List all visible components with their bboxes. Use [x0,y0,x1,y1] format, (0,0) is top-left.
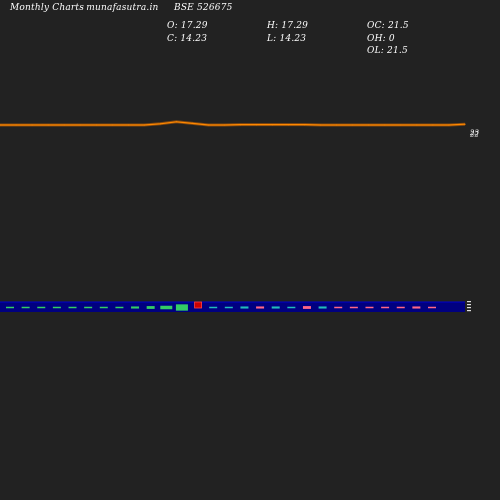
volume-bar [381,306,390,309]
volume-bar [224,306,233,309]
price-point [127,124,129,126]
price-point [464,123,466,125]
volume-bar [256,306,265,309]
price-point [175,121,177,123]
volume-bar [115,306,124,309]
price-point [336,124,338,126]
volume-bar [365,306,374,309]
symbol-label: BSE 526675 [174,3,233,13]
price-point [368,124,370,126]
oh-value: OH: 0 [367,34,395,44]
ol-value: OL: 21.5 [367,46,408,56]
volume-bar [209,306,218,309]
volume-bar [52,306,61,309]
price-point [159,123,161,125]
volume-axis-tick [467,301,471,303]
price-point [448,124,450,126]
volume-axis-tick [467,304,471,306]
volume-bar [21,306,30,309]
volume-bar [175,304,188,311]
price-point [31,124,33,126]
price-point [320,124,322,126]
volume-bar [37,306,46,309]
volume-axis-tick [467,310,471,312]
low-value: L: 14.23 [267,34,307,44]
price-line-series [0,121,466,126]
volume-bar [318,306,327,309]
volume-bar [6,306,14,309]
volume-bar [84,306,93,309]
price-point [111,124,113,126]
volume-bar [396,306,405,309]
price-point [0,124,1,126]
price-point [384,124,386,126]
price-point [239,124,242,126]
price-point [255,124,258,126]
price-point [143,124,145,126]
price-point [400,124,402,126]
volume-bar [131,306,140,309]
volume-bar [271,306,280,309]
price-point [416,124,418,126]
volume-bar [349,306,358,309]
price-point [15,124,17,126]
price-point [47,124,49,126]
volume-bar [287,306,296,309]
open-value: O: 17.29 [167,21,208,31]
price-point [432,124,434,126]
volume-bar [194,301,202,309]
volume-bar [334,306,343,309]
volume-bar [146,306,155,309]
price-point [352,124,354,126]
site-label[interactable]: - munafasutra.in [80,3,159,13]
oc-value: OC: 21.5 [367,21,409,31]
high-value: H: 17.29 [267,21,309,31]
price-point [207,124,210,126]
volume-bar [428,306,436,309]
volume-bar [160,305,173,310]
price-point [271,124,274,126]
volume-bar [99,306,108,309]
volume-bar [302,306,311,309]
price-chart [0,120,466,127]
price-point [223,124,226,126]
volume-bar [68,306,77,309]
price-tick-label: 23 [469,129,479,137]
price-point [95,124,97,126]
volume-bar [240,306,249,309]
price-point [304,124,306,126]
volume-bar [412,306,421,309]
close-value: C: 14.23 [167,34,208,44]
volume-chart [0,301,465,312]
price-point [79,124,81,126]
price-point [288,124,290,126]
chart-title: Monthly Charts [10,3,85,13]
volume-axis-tick [467,307,471,309]
price-point [63,124,65,126]
price-tick-label: 22 [469,131,479,139]
price-point [191,122,194,124]
